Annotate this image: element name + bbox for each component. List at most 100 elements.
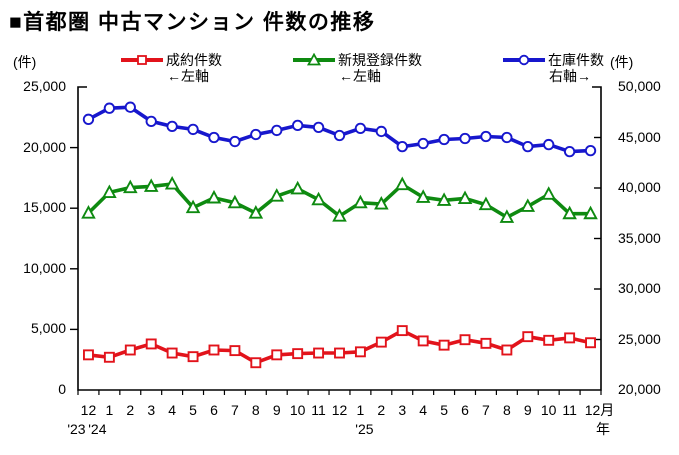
series-marker-contracts (187, 351, 199, 363)
series-marker-inventory (166, 120, 178, 133)
legend-label: 成約件数 (166, 52, 222, 68)
series-marker-new-listings (394, 176, 410, 191)
series-marker-new-listings (102, 184, 117, 198)
series-marker-new-listings (164, 175, 180, 190)
series-marker-inventory (522, 140, 534, 153)
series-line-inventory (87, 105, 591, 154)
series-marker-inventory (145, 115, 157, 127)
series-marker-inventory (396, 140, 408, 153)
left-axis-tick-label: 20,000 (23, 138, 66, 155)
x-axis-month-label: 4 (168, 402, 177, 418)
series-marker-new-listings (520, 198, 536, 212)
series-marker-inventory (292, 119, 304, 132)
series-marker-contracts (145, 338, 157, 350)
x-axis-month-label: 3 (147, 402, 156, 418)
series-marker-inventory (124, 101, 136, 113)
x-axis-month-label: 10 (540, 402, 557, 418)
series-marker-new-listings (353, 194, 368, 209)
x-axis-month-label: 12月 (584, 402, 615, 418)
series-marker-inventory (543, 138, 555, 151)
series-marker-inventory (333, 129, 346, 142)
legend-label: 在庫件数 (548, 52, 604, 68)
legend-axis-note: ←左軸 (339, 68, 381, 84)
x-axis-year-suffix: 年 (596, 421, 610, 437)
x-axis-month-label: 1 (356, 402, 365, 418)
series-marker-new-listings (311, 191, 326, 206)
series-marker-new-listings (248, 205, 264, 219)
series-marker-new-listings (185, 199, 201, 214)
series-marker-inventory (438, 133, 450, 146)
x-axis-month-label: 2 (126, 402, 135, 418)
x-axis-month-label: 2 (377, 402, 386, 418)
series-marker-new-listings (227, 194, 243, 209)
right-axis-tick-label: 30,000 (618, 280, 661, 296)
legend-circle-marker-icon (503, 54, 545, 66)
x-axis-month-label: 9 (272, 402, 281, 418)
series-marker-inventory (312, 121, 325, 134)
left-axis-unit: (件) (13, 54, 37, 70)
x-axis-month-label: 6 (461, 402, 469, 418)
x-axis-month-label: 6 (210, 402, 218, 418)
series-marker-new-listings (562, 205, 577, 220)
left-axis-tick-label: 10,000 (23, 259, 66, 276)
right-axis-tick-label: 20,000 (618, 381, 661, 397)
x-axis-month-label: 5 (189, 402, 197, 418)
x-axis-month-label: 8 (251, 402, 260, 418)
series-marker-contracts (396, 325, 408, 337)
series-marker-new-listings (206, 189, 222, 204)
series-marker-inventory (375, 125, 387, 138)
series-marker-inventory (480, 130, 492, 143)
series-marker-inventory (103, 102, 116, 114)
series-marker-contracts (354, 346, 366, 358)
series-marker-inventory (354, 122, 367, 135)
x-axis-month-label: 9 (523, 402, 532, 418)
left-axis-tick-label: 5,000 (30, 320, 66, 337)
x-axis-month-label: 1 (105, 402, 114, 418)
series-marker-new-listings (143, 178, 159, 192)
series-marker-new-listings (436, 192, 452, 206)
series-marker-contracts (313, 347, 325, 359)
legend-square-marker-icon (121, 55, 163, 65)
series-marker-new-listings (290, 180, 305, 195)
left-axis-tick-label: 0 (58, 381, 66, 397)
series-marker-inventory (229, 135, 241, 148)
series-marker-new-listings (123, 179, 138, 194)
series-marker-contracts (124, 344, 136, 356)
x-axis-month-label: 12 (331, 402, 348, 418)
series-marker-contracts (208, 344, 220, 356)
series-marker-inventory (271, 124, 283, 137)
series-marker-inventory (563, 145, 576, 158)
series-marker-contracts (459, 334, 471, 346)
series-marker-new-listings (478, 196, 494, 211)
series-marker-new-listings (415, 189, 431, 203)
x-axis-month-label: 12 (80, 402, 97, 418)
x-axis-month-label: 11 (311, 402, 326, 418)
x-axis-month-label: 10 (289, 402, 306, 418)
right-axis-tick-label: 50,000 (618, 78, 661, 94)
series-marker-new-listings (541, 186, 556, 200)
series-marker-contracts (543, 334, 555, 346)
x-axis-month-label: 3 (398, 402, 407, 418)
series-marker-contracts (103, 351, 115, 363)
series-marker-new-listings (583, 205, 598, 220)
right-axis-unit: (件) (610, 54, 634, 70)
series-marker-new-listings (81, 205, 96, 219)
series-marker-inventory (584, 144, 597, 157)
legend-item-inventory: 在庫件数 右軸→ (503, 52, 604, 84)
series-marker-inventory (501, 131, 513, 144)
series-marker-contracts (229, 345, 241, 357)
series-marker-contracts (438, 339, 450, 351)
series-marker-inventory (208, 131, 220, 144)
series-marker-contracts (522, 331, 534, 343)
x-axis-month-label: 7 (482, 402, 490, 418)
axes-frame (77, 86, 602, 391)
series-marker-contracts (480, 337, 492, 349)
right-axis-tick-label: 25,000 (618, 330, 661, 347)
legend-row: 成約件数 (121, 52, 222, 68)
series-marker-contracts (166, 347, 178, 359)
right-axis-tick-label: 40,000 (618, 179, 661, 195)
legend-triangle-marker-icon (293, 53, 335, 66)
legend-item-contracts: 成約件数 ←左軸 (121, 52, 222, 84)
